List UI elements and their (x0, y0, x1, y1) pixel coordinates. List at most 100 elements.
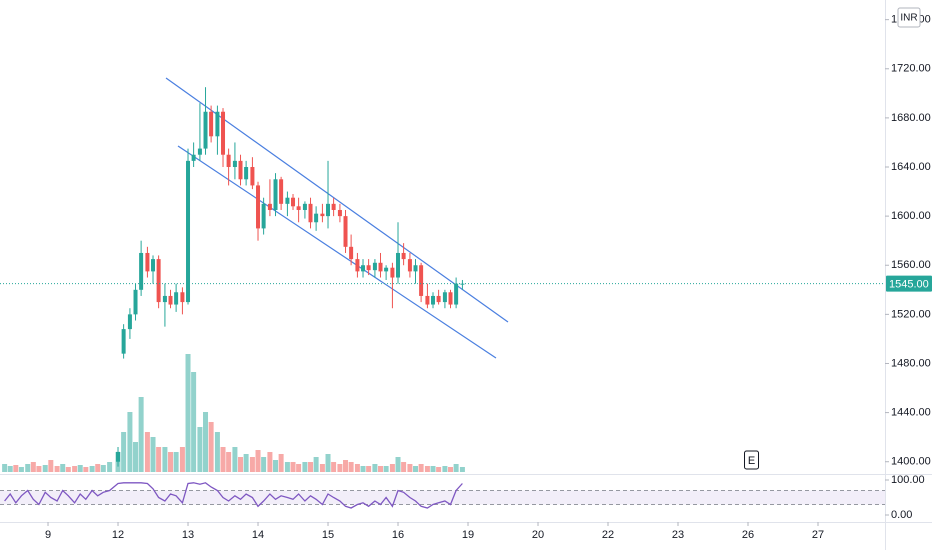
candle-body (180, 292, 185, 303)
candle-body (151, 259, 156, 272)
volume-bar (331, 462, 337, 472)
y-tick-label: 1680.00 (891, 112, 931, 124)
volume-bar (249, 457, 255, 472)
candle-body (197, 148, 202, 155)
volume-bar (89, 466, 95, 472)
candle-body (425, 295, 430, 305)
event-label: E (748, 455, 755, 467)
volume-bar (121, 432, 127, 472)
candle-body (331, 203, 336, 210)
volume-bar (7, 466, 13, 472)
y-tick-label: 1560.00 (891, 259, 931, 271)
candle-body (419, 265, 424, 296)
volume-bar (319, 464, 325, 472)
volume-bar (203, 412, 209, 472)
volume-bar (296, 464, 302, 472)
volume-bar (100, 465, 106, 472)
currency-badge[interactable] (897, 7, 921, 28)
volume-bar (18, 467, 24, 472)
volume-bar (308, 462, 314, 472)
candle-body (372, 262, 377, 271)
volume-bar (243, 454, 249, 472)
x-tick-label: 23 (672, 529, 684, 541)
candle-body (133, 289, 138, 315)
volume-bar (232, 447, 238, 472)
volume-bar (255, 450, 261, 472)
candle-body (203, 111, 208, 149)
volume-bar (261, 457, 267, 472)
candle-body (296, 206, 301, 210)
candle-body (168, 295, 173, 305)
volume-bar (459, 467, 465, 472)
rsi-tick-label: 0.00 (891, 509, 912, 521)
volume-bar (348, 462, 354, 472)
candle-body (401, 252, 406, 260)
candle-body (343, 216, 348, 247)
volume-bar (267, 452, 273, 472)
volume-bar (2, 464, 8, 472)
volume-bar (191, 372, 197, 472)
volume-bar (144, 432, 150, 472)
candle-body (390, 267, 395, 278)
candle-body (349, 246, 354, 260)
candle-body (209, 111, 214, 137)
candle-body (162, 295, 167, 303)
candle-body (454, 283, 459, 305)
volume-bar (107, 462, 113, 472)
y-tick-label: 1640.00 (891, 161, 931, 173)
volume-bar (25, 464, 31, 472)
last-price-label: 1545.00 (889, 279, 929, 291)
volume-bar (220, 447, 226, 472)
volume-bar (150, 437, 156, 472)
x-tick-label: 16 (392, 529, 404, 541)
candle-body (250, 167, 255, 186)
volume-bar (238, 457, 244, 472)
candle-body (267, 203, 272, 210)
volume-bar (162, 447, 168, 472)
candle-body (431, 295, 436, 305)
x-tick-label: 9 (45, 529, 51, 541)
y-tick-label: 1600.00 (891, 210, 931, 222)
volume-bar (13, 465, 19, 472)
trend-line[interactable] (177, 145, 497, 359)
x-tick-label: 19 (462, 529, 474, 541)
volume-bar (383, 466, 389, 472)
candle-body (116, 451, 121, 462)
x-tick-label: 22 (602, 529, 614, 541)
volume-bar (418, 464, 424, 472)
candle-body (215, 111, 220, 137)
candle-body (337, 209, 342, 217)
candle-body (396, 252, 401, 278)
volume-bar (366, 466, 372, 472)
candle-body (413, 265, 418, 272)
volume-bar (214, 432, 220, 472)
volume-bar (179, 447, 185, 472)
volume-bar (284, 462, 290, 472)
volume-bar (442, 466, 448, 472)
volume-bar (413, 466, 419, 472)
currency-label: INR (900, 13, 917, 24)
candle-body (139, 252, 144, 290)
volume-bar (226, 452, 232, 472)
volume-bar (36, 466, 42, 472)
candle-body (156, 259, 161, 303)
candle-body (273, 179, 278, 210)
volume-bar (325, 454, 331, 472)
volume-bar (168, 452, 174, 472)
y-tick-label: 1400.00 (891, 456, 931, 468)
candle-body (261, 203, 266, 229)
volume-bar (95, 464, 101, 472)
candle-body (221, 111, 226, 155)
candle-body (384, 267, 389, 272)
candle-body (366, 265, 371, 271)
volume-bar (127, 412, 133, 472)
candle-body (314, 213, 319, 223)
x-tick-label: 20 (532, 529, 544, 541)
rsi-tick-label: 100.00 (891, 474, 925, 486)
volume-bar (430, 466, 436, 472)
y-tick-label: 1720.00 (891, 63, 931, 75)
volume-bar (343, 460, 349, 472)
candle-body (302, 203, 307, 210)
volume-bar (72, 466, 78, 472)
volume-bar (133, 442, 139, 472)
